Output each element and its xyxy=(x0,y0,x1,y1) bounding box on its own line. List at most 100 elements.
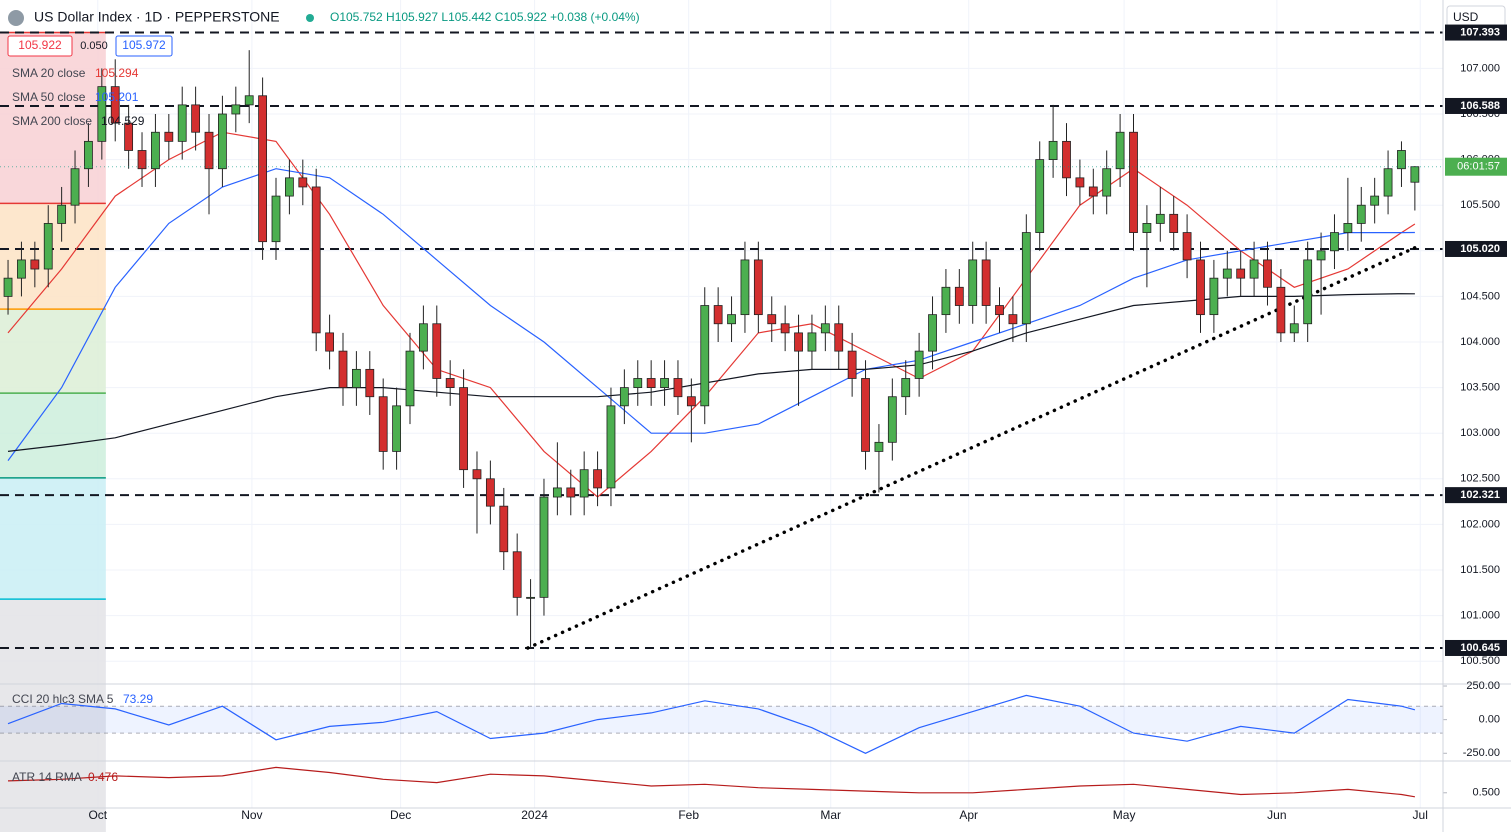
symbol[interactable]: US Dollar Index · 1D · PEPPERSTONE xyxy=(34,9,280,25)
candle-body xyxy=(633,378,643,389)
x-tick-label: Dec xyxy=(390,808,411,822)
candle-body xyxy=(137,150,147,170)
candle-body xyxy=(1222,268,1232,279)
candle-body xyxy=(1169,213,1179,233)
candle-body xyxy=(110,86,120,124)
candle-body xyxy=(995,305,1004,316)
plot xyxy=(0,0,1447,832)
x-tick-label: Jul xyxy=(1413,808,1428,822)
level-label: 100.645 xyxy=(1460,642,1500,654)
y-tick-label: 0.500 xyxy=(1472,787,1500,799)
candle-body xyxy=(311,186,321,334)
candle-body xyxy=(1196,259,1205,316)
candle-body xyxy=(1102,168,1112,197)
candle-body xyxy=(43,223,53,270)
indicator-name: CCI 20 hlc3 SMA 5 xyxy=(12,692,114,706)
sma-line xyxy=(7,168,1415,461)
candle-body xyxy=(1316,250,1326,261)
x-tick-label: 2024 xyxy=(521,808,548,822)
sell-price[interactable]: 105.922 xyxy=(18,38,62,52)
y-tick-label: 107.000 xyxy=(1460,62,1500,74)
candle-body xyxy=(727,314,736,325)
candle-body xyxy=(512,551,522,598)
candle-body xyxy=(954,286,964,306)
candle-body xyxy=(686,396,696,407)
candle-body xyxy=(1129,131,1138,233)
candle-body xyxy=(981,259,991,306)
fib-band xyxy=(0,203,106,310)
fib-band xyxy=(0,393,106,478)
candle-body xyxy=(84,140,93,170)
candle-body xyxy=(619,387,629,407)
candle-body xyxy=(1115,131,1125,170)
market-status xyxy=(306,14,314,22)
candle-body xyxy=(285,177,294,197)
candle-body xyxy=(1062,140,1071,179)
candle-body xyxy=(30,259,40,270)
fib-band xyxy=(0,477,106,600)
candle-body xyxy=(593,469,602,489)
legend-value: 104.529 xyxy=(101,114,145,128)
y-tick-label: 103.500 xyxy=(1460,382,1500,394)
candle-body xyxy=(740,259,750,316)
level-label-box xyxy=(1445,97,1507,114)
candle-body xyxy=(378,396,388,452)
candle-body xyxy=(1330,232,1339,252)
candle-body xyxy=(3,277,13,297)
candle-body xyxy=(700,305,710,407)
indicator-name: ATR 14 RMA xyxy=(12,770,82,784)
y-tick-label: 104.500 xyxy=(1460,290,1500,302)
candle-body xyxy=(231,104,241,115)
candle-body xyxy=(485,478,495,507)
candle-body xyxy=(874,441,884,452)
candle-body xyxy=(901,378,911,398)
candle-body xyxy=(606,405,616,489)
candle-body xyxy=(1303,259,1313,325)
candle-body xyxy=(1182,232,1192,261)
x-tick-label: Jun xyxy=(1267,808,1286,822)
buy-price[interactable]: 105.972 xyxy=(122,38,166,52)
candle-body xyxy=(646,378,656,389)
y-tick-label: 102.500 xyxy=(1460,473,1500,485)
y-tick-label: 103.000 xyxy=(1460,427,1500,439)
candle-body xyxy=(526,596,535,599)
indicator-line xyxy=(7,766,1416,798)
fib-band xyxy=(0,599,106,832)
candle-body xyxy=(164,131,174,142)
candle-body xyxy=(499,505,509,553)
candle-body xyxy=(351,368,361,388)
candle-body xyxy=(834,323,844,352)
sell-box[interactable] xyxy=(7,35,73,57)
candle-body xyxy=(1289,323,1299,334)
candle-body xyxy=(1035,159,1045,233)
x-tick-label: May xyxy=(1113,808,1136,822)
y-tick-label: 100.500 xyxy=(1460,655,1500,667)
candle-body xyxy=(566,487,576,498)
y-tick-label: 105.500 xyxy=(1460,199,1500,211)
candle-body xyxy=(1370,195,1380,206)
candle-body xyxy=(57,204,67,224)
candle-body xyxy=(271,195,281,243)
countdown: 06:01:57 xyxy=(1457,161,1500,173)
y-tick-label: 101.500 xyxy=(1460,564,1500,576)
legend-label: SMA 200 close xyxy=(12,114,92,128)
x-tick-label: Oct xyxy=(88,808,107,822)
level-label-box xyxy=(1445,487,1507,504)
level-label: 105.020 xyxy=(1460,243,1500,255)
level-label-box xyxy=(1445,639,1507,656)
candle-body xyxy=(1021,232,1031,325)
candle-body xyxy=(914,350,924,379)
candle-body xyxy=(780,323,790,334)
candle-body xyxy=(325,332,334,352)
candle-body xyxy=(794,332,803,352)
ohlc: O105.752 H105.927 L105.442 C105.922 +0.0… xyxy=(330,10,640,24)
currency[interactable]: USD xyxy=(1453,10,1479,24)
candle-body xyxy=(191,104,201,133)
candle-body xyxy=(539,496,549,598)
x-tick-label: Nov xyxy=(241,808,262,822)
y-tick-label: 0.00 xyxy=(1479,714,1500,726)
candle-body xyxy=(124,122,134,151)
level-label: 102.321 xyxy=(1460,489,1500,501)
buy-box[interactable] xyxy=(115,35,173,57)
